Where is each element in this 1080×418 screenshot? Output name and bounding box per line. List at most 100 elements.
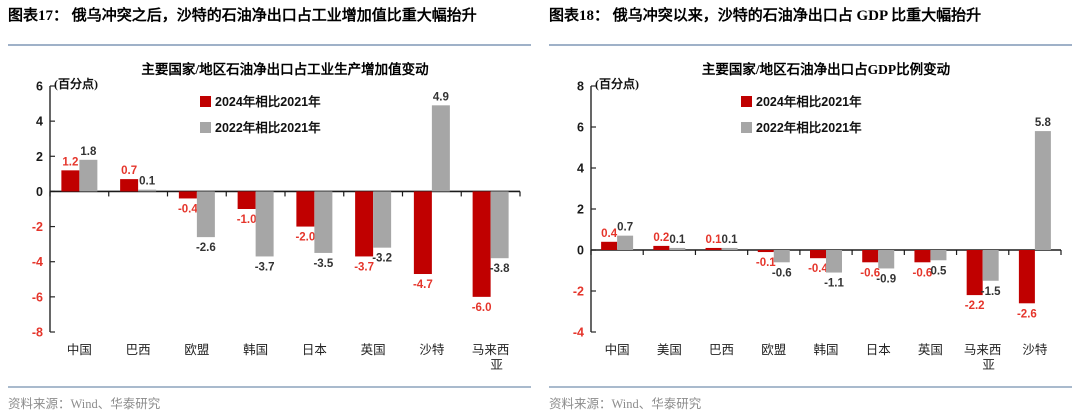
y-tick-label: -4 bbox=[573, 326, 584, 340]
bar-series2-韩国 bbox=[826, 250, 842, 273]
bar-series2-巴西 bbox=[138, 189, 157, 192]
source-note: 资料来源：Wind、华泰研究 bbox=[549, 397, 702, 411]
y-tick-label: 6 bbox=[36, 80, 43, 94]
data-label: -0.6 bbox=[913, 267, 933, 279]
data-label: 4.9 bbox=[433, 91, 449, 103]
legend-swatch-icon bbox=[200, 96, 211, 107]
y-tick-label: 4 bbox=[36, 115, 43, 129]
category-label: 日本 bbox=[302, 343, 328, 357]
bar-series1-马来西亚 bbox=[966, 250, 983, 296]
data-label: 0.7 bbox=[617, 222, 633, 234]
bar-series2-英国 bbox=[373, 191, 392, 248]
category-label: 欧盟 bbox=[184, 343, 209, 357]
bar-series1-沙特 bbox=[1018, 250, 1035, 304]
y-tick-label: 2 bbox=[577, 203, 584, 217]
bar-series2-英国 bbox=[930, 250, 947, 261]
bar-series2-美国 bbox=[669, 247, 686, 250]
bar-series1-巴西 bbox=[120, 179, 139, 192]
category-label: 欧盟 bbox=[761, 343, 786, 357]
bar-series1-日本 bbox=[862, 250, 879, 263]
bar-series1-美国 bbox=[653, 245, 670, 250]
data-label: 0.1 bbox=[669, 234, 686, 246]
bar-series1-欧盟 bbox=[178, 191, 197, 199]
chart-title: 主要国家/地区石油净出口占GDP比例变动 bbox=[702, 61, 951, 77]
data-label: 5.8 bbox=[1035, 117, 1052, 129]
category-label: 沙特 bbox=[1022, 342, 1047, 357]
data-label: 0.1 bbox=[706, 234, 723, 246]
figure-18-caption: 图表18： 俄乌冲突以来，沙特的石油净出口占 GDP 比重大幅抬升 bbox=[549, 8, 982, 24]
data-label: 1.8 bbox=[80, 146, 97, 158]
bar-series2-中国 bbox=[617, 235, 634, 250]
data-label: -4.7 bbox=[413, 279, 433, 291]
bar-series1-中国 bbox=[61, 170, 80, 192]
figure-18-bar-chart: 主要国家/地区石油净出口占GDP比例变动 (百分点) 8 6 4 2 0 -2 -4 0.4 0.2… bbox=[573, 61, 1062, 372]
data-label: 0.7 bbox=[121, 165, 137, 177]
data-label: -2.6 bbox=[1017, 308, 1037, 320]
legend-label: 2022年相比2021年 bbox=[756, 120, 862, 135]
bar-series1-巴西 bbox=[705, 247, 722, 250]
y-tick-label: 0 bbox=[36, 185, 43, 199]
bar-series1-日本 bbox=[296, 191, 315, 227]
category-label: 巴西 bbox=[126, 343, 151, 357]
bar-series1-英国 bbox=[355, 191, 374, 257]
bar-series2-欧盟 bbox=[773, 250, 790, 263]
data-label: -3.7 bbox=[255, 261, 275, 273]
data-label: 0.1 bbox=[139, 176, 156, 188]
legend-swatch-icon bbox=[200, 122, 211, 133]
bar-series2-马来西亚 bbox=[982, 250, 999, 281]
data-label: 1.2 bbox=[62, 156, 78, 168]
bar-series2-马来西亚 bbox=[490, 191, 509, 259]
data-label: 0.5 bbox=[930, 265, 947, 277]
data-label: 0.2 bbox=[653, 232, 669, 244]
category-label: 中国 bbox=[67, 342, 92, 357]
data-label: -0.6 bbox=[772, 267, 792, 279]
caption-divider bbox=[549, 44, 1072, 46]
source-divider bbox=[8, 386, 531, 388]
category-label: 马来西 bbox=[472, 343, 510, 357]
legend-label: 2024年相比2021年 bbox=[215, 94, 321, 109]
data-label: -6.0 bbox=[472, 302, 492, 314]
data-label: -0.6 bbox=[860, 267, 880, 279]
bar-series1-韩国 bbox=[237, 191, 256, 209]
y-tick-label: 8 bbox=[577, 80, 584, 94]
bar-series1-中国 bbox=[601, 241, 618, 250]
y-tick-label: -4 bbox=[32, 255, 43, 269]
bar-series2-欧盟 bbox=[196, 191, 215, 238]
data-label: -3.5 bbox=[313, 258, 333, 270]
legend-label: 2024年相比2021年 bbox=[756, 94, 862, 109]
axis-unit-label: (百分点) bbox=[54, 76, 98, 91]
category-label: 沙特 bbox=[419, 342, 444, 357]
data-label: 0.1 bbox=[722, 234, 739, 246]
bar-series1-马来西亚 bbox=[472, 191, 491, 297]
category-label: 英国 bbox=[361, 343, 386, 357]
category-label: 马来西 bbox=[964, 343, 1002, 357]
data-label: -0.1 bbox=[756, 257, 776, 269]
data-label: -2.0 bbox=[295, 232, 315, 244]
bar-series1-沙特 bbox=[413, 191, 432, 275]
data-label: -2.6 bbox=[196, 242, 216, 254]
figure-17-panel: 图表17： 俄乌冲突之后，沙特的石油净出口占工业增加值比重大幅抬升 主要国家/地… bbox=[8, 0, 531, 412]
bar-series2-中国 bbox=[79, 159, 98, 192]
source-divider bbox=[549, 386, 1072, 388]
data-label: -0.4 bbox=[178, 203, 198, 215]
chart-title: 主要国家/地区石油净出口占工业生产增加值变动 bbox=[141, 61, 429, 77]
y-tick-label: 6 bbox=[577, 121, 584, 135]
source-note: 资料来源：Wind、华泰研究 bbox=[8, 397, 161, 411]
y-tick-label: 4 bbox=[577, 162, 584, 176]
figure-17-caption: 图表17： 俄乌冲突之后，沙特的石油净出口占工业增加值比重大幅抬升 bbox=[8, 8, 477, 24]
data-label: 0.4 bbox=[601, 228, 618, 240]
legend-label: 2022年相比2021年 bbox=[215, 120, 321, 135]
data-label: -3.7 bbox=[354, 261, 374, 273]
category-label: 英国 bbox=[918, 343, 943, 357]
caption-divider bbox=[8, 44, 531, 46]
bar-series2-沙特 bbox=[431, 105, 450, 192]
bar-series1-英国 bbox=[914, 250, 931, 263]
figure-17-bar-chart: 主要国家/地区石油净出口占工业生产增加值变动 (百分点) 6 4 2 0 -2 -4 -6 -8 1… bbox=[32, 61, 521, 372]
bar-series2-日本 bbox=[314, 191, 333, 253]
category-label: 中国 bbox=[605, 342, 630, 357]
data-label: -3.8 bbox=[490, 263, 510, 275]
data-label: -3.2 bbox=[372, 253, 392, 265]
bar-series2-沙特 bbox=[1034, 131, 1051, 250]
figure-18-panel: 图表18： 俄乌冲突以来，沙特的石油净出口占 GDP 比重大幅抬升 主要国家/地… bbox=[549, 0, 1072, 412]
